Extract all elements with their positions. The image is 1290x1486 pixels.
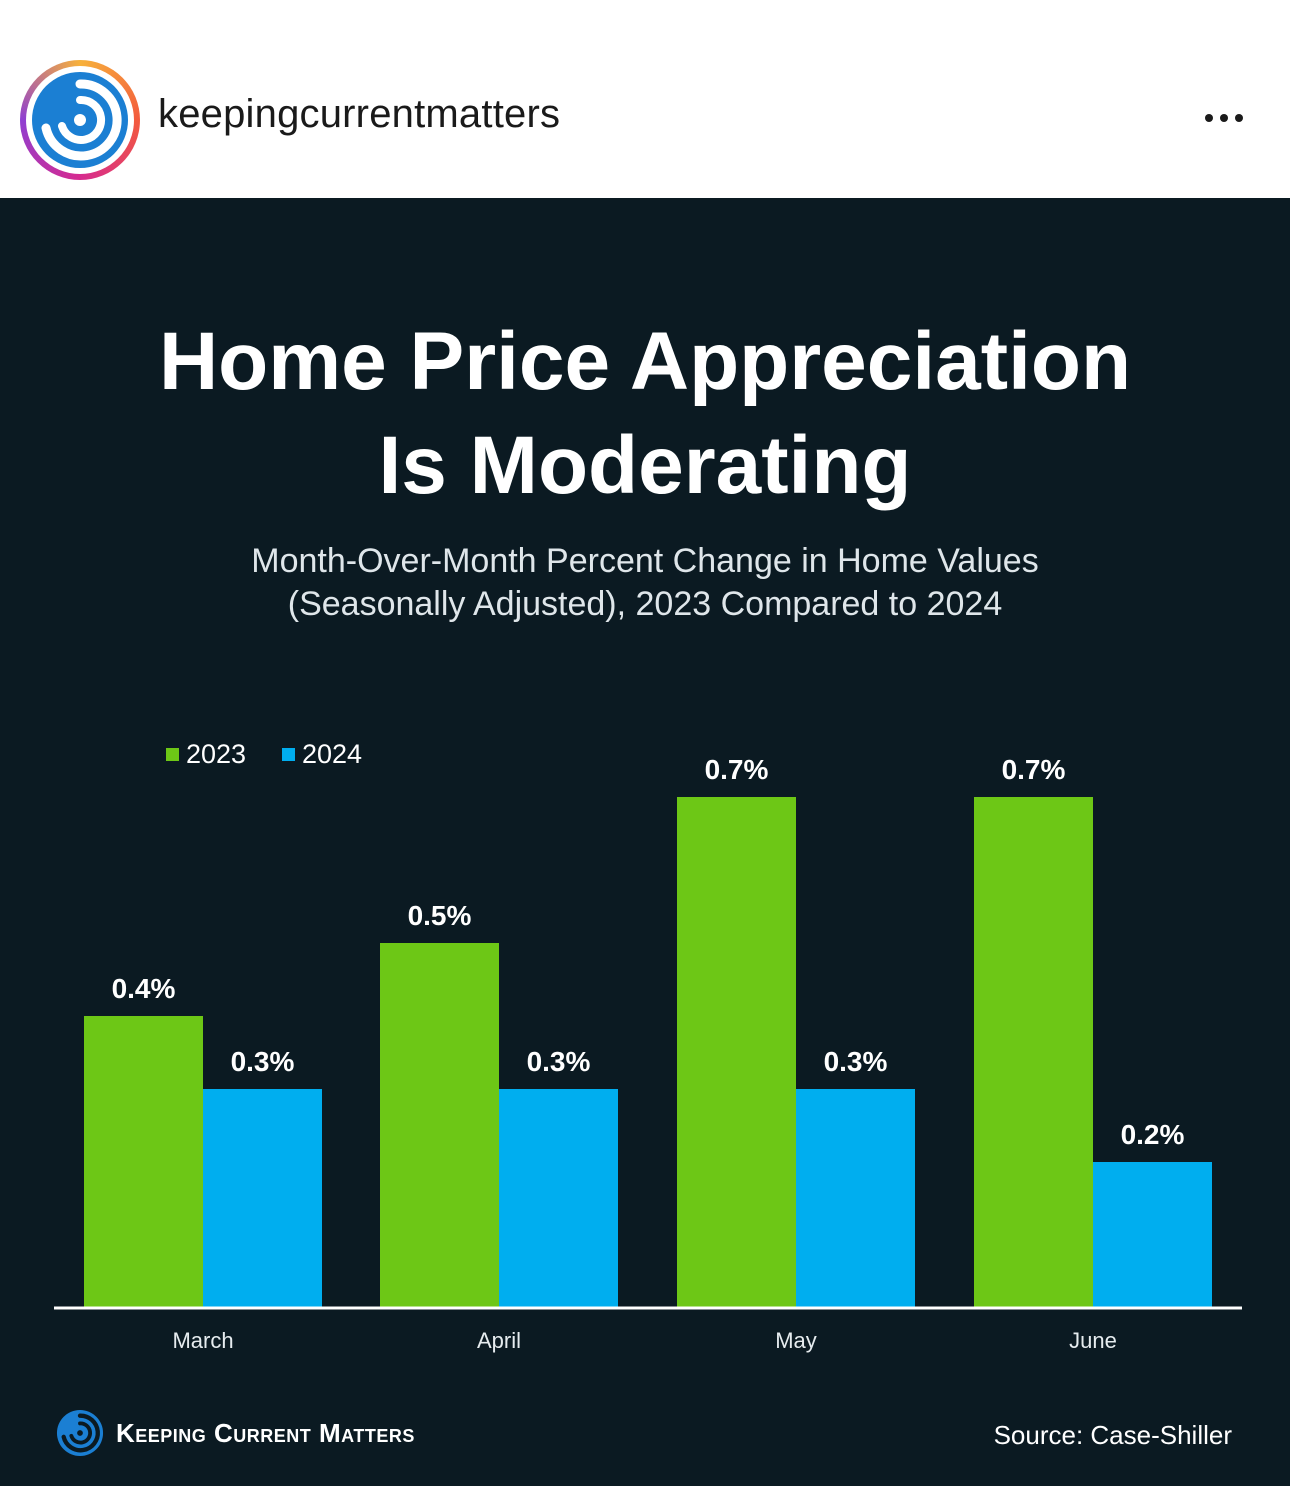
bar-chart: 2023 2024 0.4% 0.3% March 0.5% 0.3% April 0.7% 0.… bbox=[54, 739, 1242, 1353]
data-label-2023-june: 0.7% bbox=[1002, 754, 1066, 785]
bar-2023-may bbox=[677, 797, 796, 1308]
brand-logo: Keeping Current Matters bbox=[56, 1408, 415, 1458]
post-header: keepingcurrentmatters bbox=[0, 0, 1290, 198]
category-label-march: March bbox=[172, 1328, 233, 1353]
bar-2023-june bbox=[974, 797, 1093, 1308]
avatar-inner bbox=[26, 66, 134, 174]
brand-name: Keeping Current Matters bbox=[116, 1417, 415, 1448]
data-label-2024-april: 0.3% bbox=[527, 1046, 591, 1077]
username[interactable]: keepingcurrentmatters bbox=[158, 92, 561, 136]
data-label-2024-may: 0.3% bbox=[824, 1046, 888, 1077]
legend-swatch-2023 bbox=[166, 748, 179, 761]
kcm-brand-swirl-icon bbox=[56, 1409, 104, 1457]
bar-2024-may bbox=[796, 1089, 915, 1308]
bar-2024-march bbox=[203, 1089, 322, 1308]
infographic-title: Home Price Appreciation Is Moderating bbox=[0, 310, 1290, 518]
subtitle-line-1: Month-Over-Month Percent Change in Home … bbox=[251, 542, 1039, 580]
legend-swatch-2024 bbox=[282, 748, 295, 761]
kcm-swirl-logo-icon bbox=[32, 72, 128, 168]
data-label-2023-april: 0.5% bbox=[408, 900, 472, 931]
subtitle-line-2: (Seasonally Adjusted), 2023 Compared to … bbox=[287, 585, 1003, 623]
title-line-2: Is Moderating bbox=[378, 420, 912, 511]
legend-label-2024: 2024 bbox=[302, 739, 362, 769]
category-label-may: May bbox=[775, 1328, 817, 1353]
legend-label-2023: 2023 bbox=[186, 739, 246, 769]
title-line-1: Home Price Appreciation bbox=[158, 316, 1132, 407]
bar-2024-april bbox=[499, 1089, 618, 1308]
category-label-april: April bbox=[477, 1328, 521, 1353]
more-dot-icon bbox=[1235, 114, 1243, 122]
bar-2023-march bbox=[84, 1016, 203, 1308]
more-dot-icon bbox=[1205, 114, 1213, 122]
data-label-2023-march: 0.4% bbox=[112, 973, 176, 1004]
source-note: Source: Case-Shiller bbox=[993, 1420, 1232, 1450]
category-label-june: June bbox=[1069, 1328, 1117, 1353]
bar-2024-june bbox=[1093, 1162, 1212, 1308]
bar-2023-april bbox=[380, 943, 499, 1308]
infographic-image: Home Price Appreciation Is Moderating Mo… bbox=[0, 198, 1290, 1486]
infographic-subtitle: Month-Over-Month Percent Change in Home … bbox=[0, 540, 1290, 626]
data-label-2023-may: 0.7% bbox=[705, 754, 769, 785]
avatar[interactable] bbox=[20, 60, 140, 180]
data-label-2024-june: 0.2% bbox=[1121, 1119, 1185, 1150]
data-label-2024-march: 0.3% bbox=[231, 1046, 295, 1077]
more-dot-icon bbox=[1220, 114, 1228, 122]
more-options-button[interactable] bbox=[1192, 96, 1256, 140]
